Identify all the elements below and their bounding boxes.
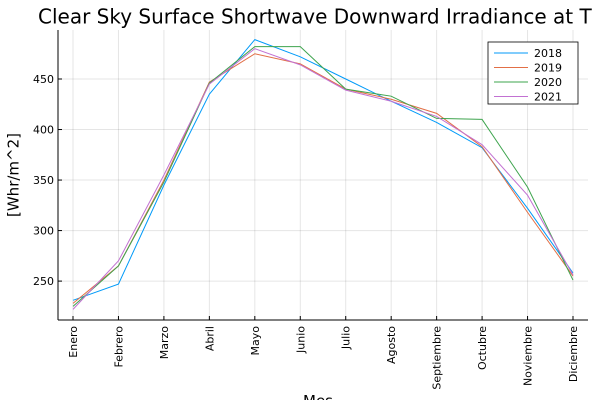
y-tick-label: 450	[33, 73, 54, 86]
y-tick-label: 350	[33, 174, 54, 187]
x-tick-label: Marzo	[158, 326, 171, 360]
x-axis-label: Mes	[303, 392, 333, 400]
legend-label: 2019	[534, 62, 562, 75]
legend-label: 2021	[534, 91, 562, 104]
x-tick-label: Septiembre	[431, 326, 444, 390]
line-series	[72, 46, 574, 307]
legend-box	[487, 41, 579, 105]
x-tick-label: Abril	[203, 326, 216, 351]
x-tick-label: Agosto	[385, 326, 398, 364]
y-tick-label: 250	[33, 275, 54, 288]
y-tick-label: 400	[33, 124, 54, 137]
x-tick-label: Junio	[294, 326, 307, 354]
x-tick-label: Febrero	[112, 326, 125, 368]
y-tick-label: 300	[33, 225, 54, 238]
x-tick-label: Mayo	[249, 326, 262, 356]
x-tick-label: Diciembre	[567, 326, 580, 382]
legend-label: 2020	[534, 76, 562, 89]
line-series	[72, 53, 574, 304]
x-tick-label: Julio	[340, 326, 353, 350]
x-tick-label: Octubre	[476, 326, 489, 370]
y-axis-label: [Whr/m^2]	[5, 133, 23, 217]
line-series	[72, 48, 574, 310]
chart-title: Clear Sky Surface Shortwave Downward Irr…	[38, 5, 593, 29]
legend-label: 2018	[534, 47, 562, 60]
x-tick-label: Noviembre	[522, 326, 535, 386]
x-tick-label: Enero	[67, 326, 80, 358]
